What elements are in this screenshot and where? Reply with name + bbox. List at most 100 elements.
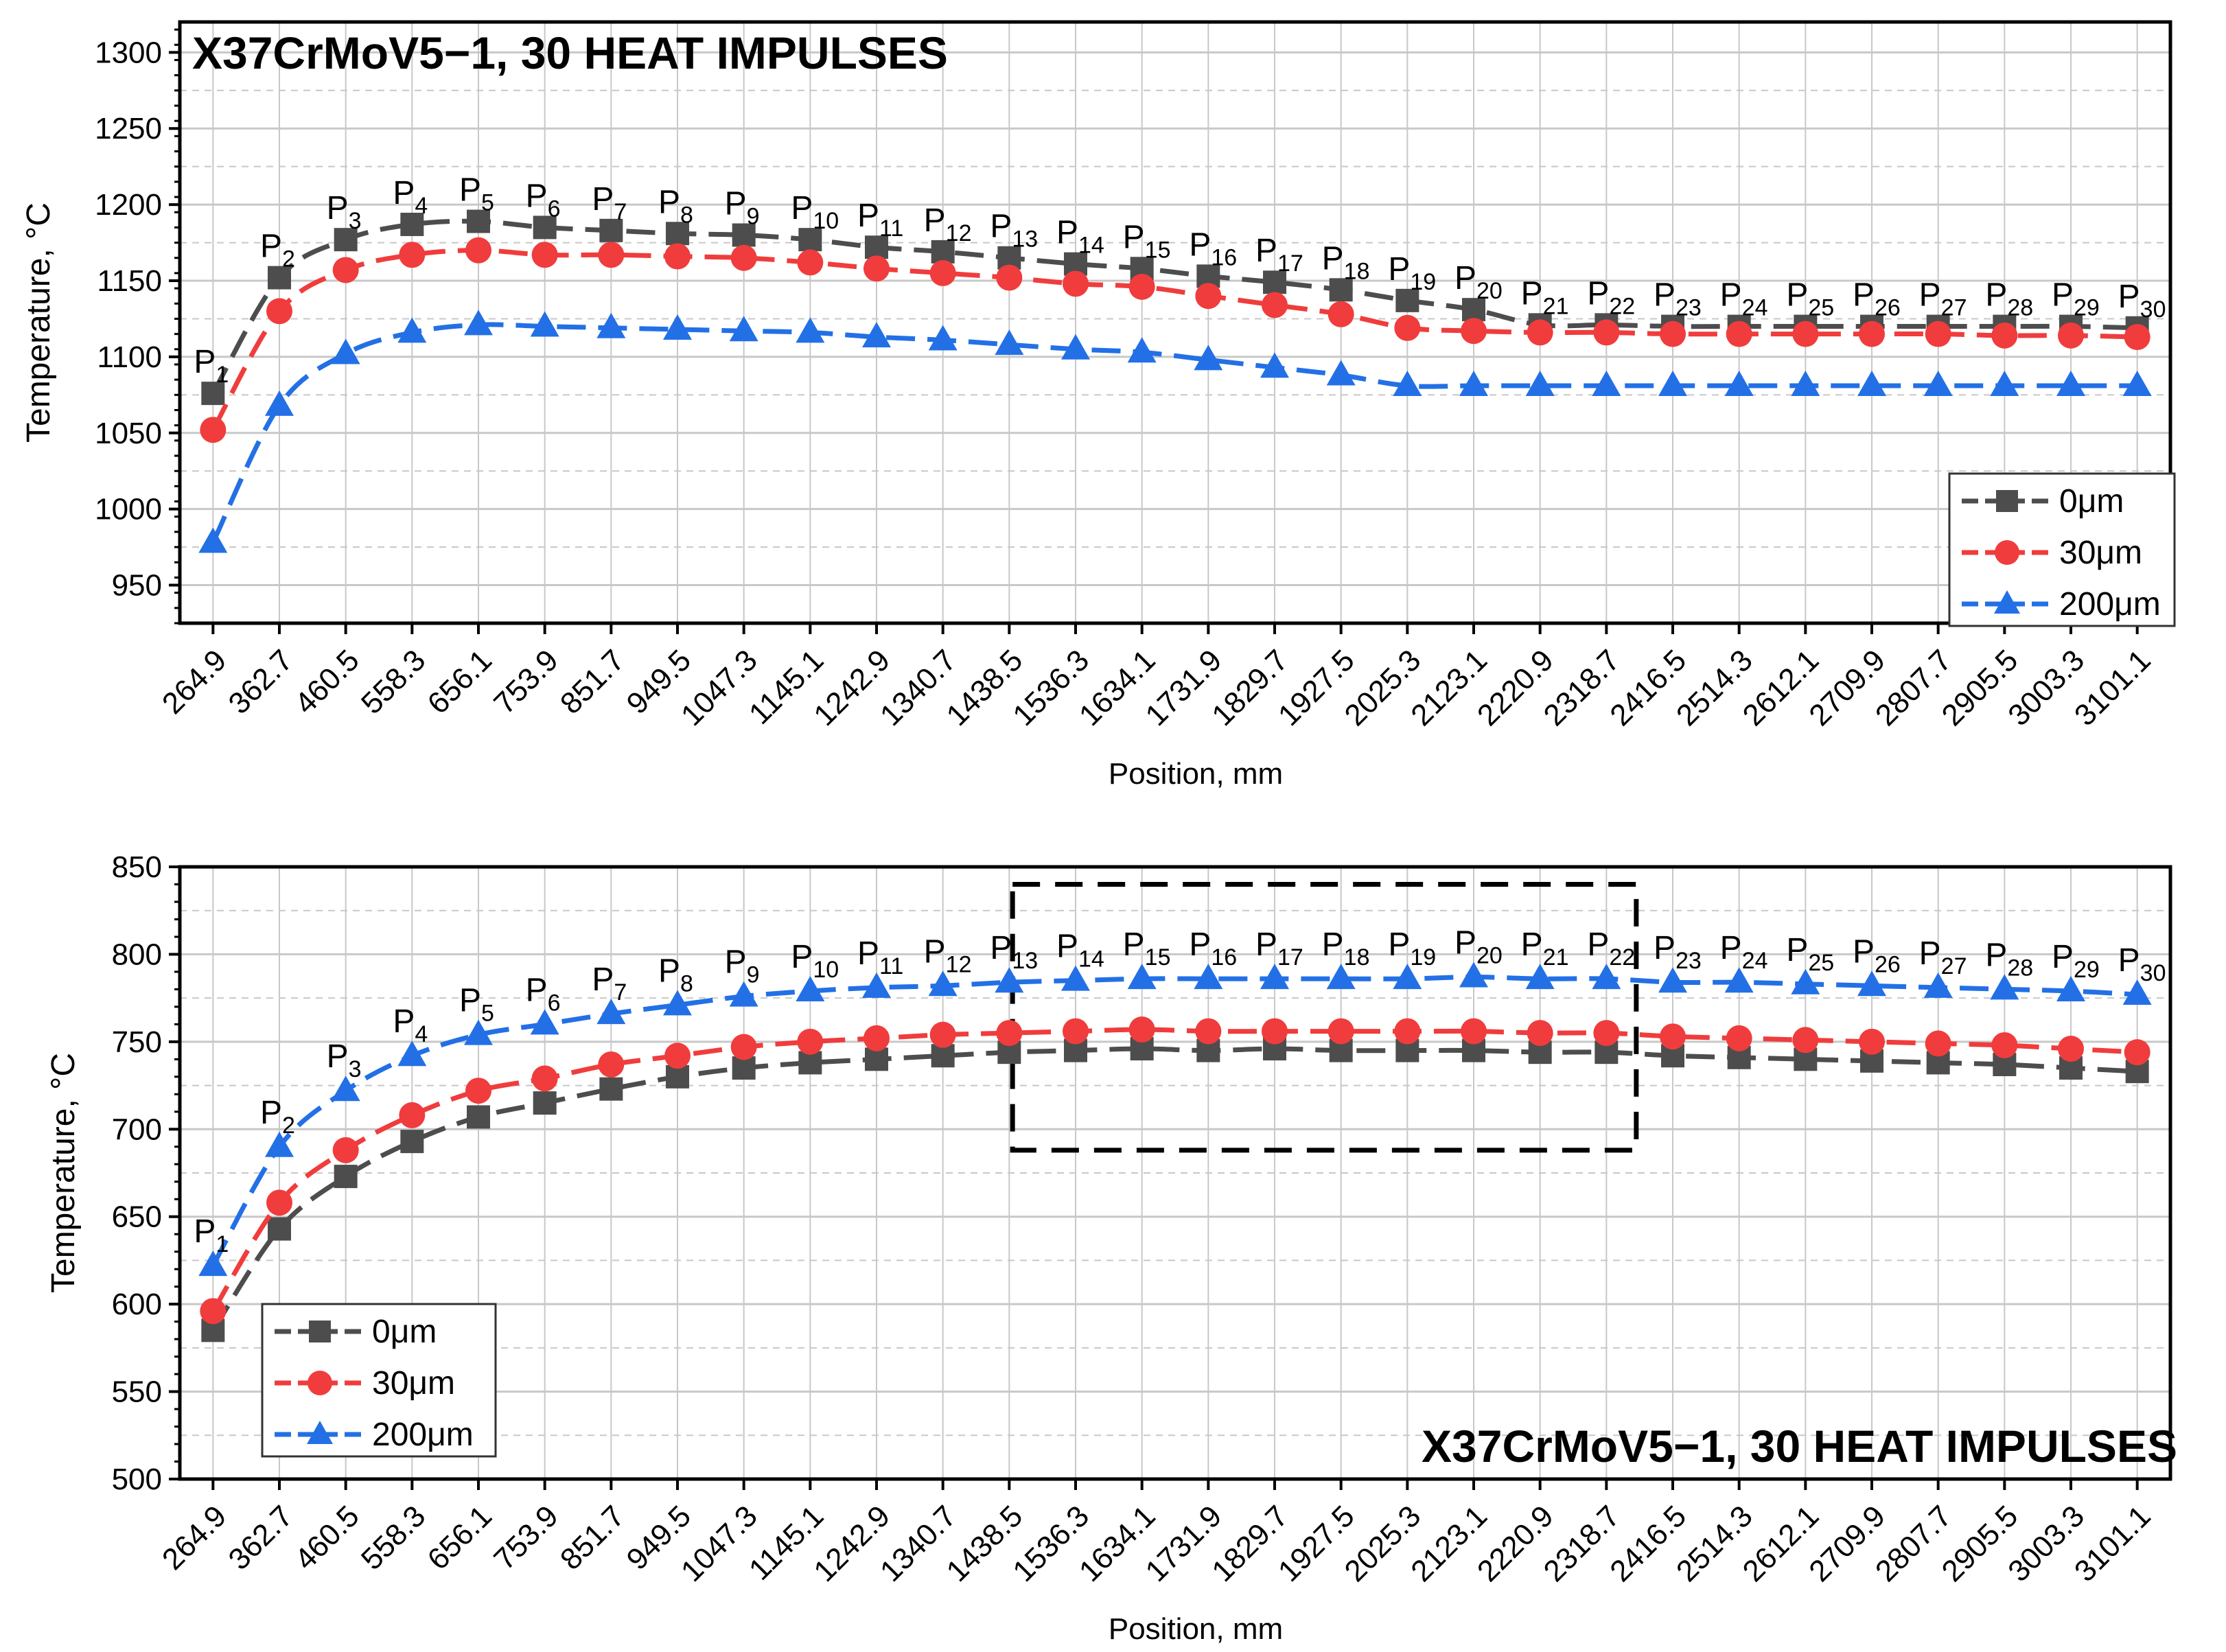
- point-label-letter: P: [990, 209, 1012, 245]
- point-label: P25: [1786, 277, 1834, 321]
- x-tick-label: 753.9: [487, 643, 565, 721]
- point-label-letter: P: [1985, 937, 2007, 973]
- data-point-triangle: [331, 1075, 360, 1102]
- data-point-triangle: [1791, 371, 1820, 397]
- y-tick-label: 1100: [97, 340, 162, 374]
- data-point-square: [599, 218, 623, 242]
- point-label-letter: P: [1521, 927, 1543, 963]
- point-label-letter: P: [592, 181, 614, 218]
- data-point-circle: [1593, 1020, 1620, 1047]
- data-point-square: [268, 266, 291, 290]
- point-label-index: 30: [2140, 960, 2166, 986]
- data-point-circle: [1394, 1018, 1421, 1045]
- data-point-triangle: [1990, 371, 2019, 397]
- point-label-index: 18: [1344, 258, 1370, 284]
- data-point-circle: [863, 255, 890, 282]
- data-point-circle: [1925, 321, 1951, 347]
- x-tick-label: 2612.1: [1737, 1499, 1826, 1588]
- data-point-square: [467, 209, 490, 233]
- data-point-triangle: [1658, 371, 1687, 397]
- point-label: P2: [260, 229, 295, 272]
- point-label-index: 9: [747, 962, 760, 988]
- series-line-0μm: [211, 1046, 2137, 1332]
- x-tick-label: 3101.1: [2068, 643, 2157, 732]
- point-label-letter: P: [459, 983, 481, 1019]
- point-label-letter: P: [327, 190, 349, 226]
- x-axis-label: Position, mm: [1109, 1612, 1283, 1646]
- data-point-square: [732, 223, 756, 247]
- data-point-triangle: [1326, 964, 1356, 990]
- point-label-letter: P: [260, 229, 282, 265]
- legend-marker-square: [1996, 490, 2018, 512]
- data-point-square: [467, 1105, 490, 1129]
- point-label: P30: [2118, 279, 2166, 323]
- legend-label: 30μm: [372, 1365, 455, 1401]
- data-point-square: [268, 1217, 291, 1241]
- point-label-index: 14: [1078, 946, 1104, 973]
- data-point-triangle: [796, 975, 825, 1001]
- data-point-circle: [465, 237, 491, 264]
- point-label-letter: P: [857, 935, 879, 972]
- point-label-letter: P: [459, 172, 481, 209]
- y-tick-label: 1000: [95, 493, 162, 526]
- data-point-triangle: [1724, 371, 1754, 397]
- point-label-letter: P: [1388, 927, 1410, 963]
- data-point-triangle: [464, 1019, 493, 1045]
- point-label-index: 24: [1742, 948, 1768, 974]
- x-tick-label: 753.9: [487, 1499, 565, 1577]
- point-label-letter: P: [1720, 930, 1742, 966]
- data-point-square: [1263, 270, 1286, 294]
- x-tick-label: 1829.7: [1205, 1499, 1295, 1588]
- point-label: P18: [1322, 240, 1370, 284]
- x-tick-label: 1731.9: [1139, 643, 1229, 732]
- data-point-triangle: [530, 1009, 559, 1035]
- point-label: P22: [1587, 927, 1635, 970]
- data-point-circle: [598, 242, 625, 268]
- point-label-letter: P: [2118, 942, 2140, 979]
- point-label-index: 7: [614, 979, 627, 1005]
- point-label-index: 2: [282, 1113, 295, 1139]
- point-label: P8: [658, 184, 693, 228]
- point-label-letter: P: [2118, 279, 2140, 315]
- data-point-circle: [2058, 1036, 2084, 1062]
- data-point-circle: [1394, 314, 1421, 341]
- x-tick-label: 851.7: [554, 643, 631, 721]
- point-label-letter: P: [1189, 927, 1211, 963]
- data-point-triangle: [1127, 964, 1157, 990]
- point-label: P16: [1189, 927, 1237, 970]
- data-point-circle: [332, 257, 359, 283]
- x-tick-label: 2807.7: [1869, 643, 1958, 732]
- data-point-circle: [1063, 1018, 1089, 1045]
- data-point-circle: [399, 242, 426, 268]
- point-label-letter: P: [658, 184, 680, 220]
- y-tick-label: 600: [112, 1288, 162, 1321]
- data-point-square: [533, 216, 557, 240]
- point-label: P14: [1056, 929, 1104, 973]
- point-label-letter: P: [2052, 277, 2074, 314]
- point-label-index: 16: [1211, 244, 1237, 270]
- data-point-circle: [531, 242, 558, 268]
- x-tick-label: 2123.1: [1404, 643, 1494, 732]
- data-point-triangle: [1990, 974, 2019, 1000]
- x-tick-label: 2220.9: [1471, 1499, 1560, 1588]
- point-label: P24: [1720, 277, 1768, 321]
- point-label-letter: P: [1454, 260, 1476, 296]
- point-label-letter: P: [658, 953, 680, 989]
- point-label-letter: P: [1919, 935, 1941, 972]
- point-label: P3: [327, 1038, 362, 1082]
- point-label-letter: P: [725, 185, 747, 222]
- data-point-triangle: [928, 970, 958, 997]
- data-point-circle: [1660, 1023, 1686, 1050]
- point-label: P5: [459, 983, 494, 1027]
- data-point-circle: [1593, 319, 1620, 346]
- point-label: P11: [857, 198, 903, 242]
- point-label: P12: [924, 202, 972, 246]
- point-label: P27: [1919, 277, 1967, 321]
- x-tick-label: 2025.3: [1338, 643, 1428, 732]
- data-point-circle: [1925, 1030, 1951, 1057]
- legend-marker-square: [309, 1321, 331, 1342]
- data-point-circle: [1128, 1016, 1155, 1043]
- bottom-chart: 500550600650700750800850264.9362.7460.55…: [45, 850, 2177, 1646]
- data-point-square: [201, 382, 225, 406]
- data-point-triangle: [1857, 970, 1886, 997]
